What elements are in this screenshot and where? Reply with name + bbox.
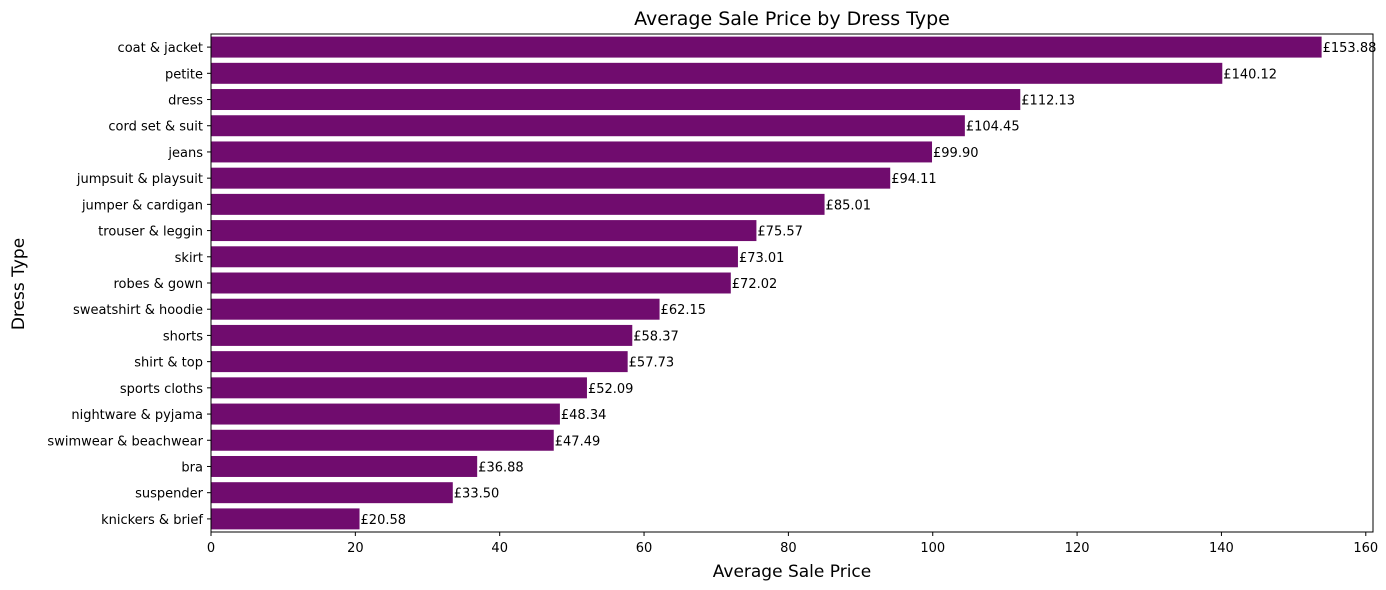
y-tick-label: petite: [165, 67, 203, 82]
x-tick-label: 160: [1353, 541, 1378, 556]
bar-value-label: £94.11: [891, 172, 937, 187]
y-axis-label: Dress Type: [9, 238, 29, 330]
bar: [211, 455, 478, 477]
bar: [211, 403, 560, 425]
y-tick-label: robes & gown: [113, 277, 203, 292]
bar-value-label: £99.90: [933, 146, 979, 161]
y-tick-label: coat & jacket: [118, 41, 203, 56]
y-tick-label: shorts: [163, 329, 203, 344]
y-axis-ticks: coat & jacket petite dress cord set & suit j…: [47, 41, 211, 528]
bar: [211, 141, 933, 163]
bar-value-label: £33.50: [454, 487, 500, 502]
bar-value-label: £58.37: [633, 329, 679, 344]
y-tick-label: bra: [181, 460, 203, 475]
bar: [211, 298, 660, 320]
chart-title: Average Sale Price by Dress Type: [634, 8, 950, 30]
bar-value-label: £104.45: [966, 120, 1020, 135]
bar: [211, 351, 628, 373]
y-tick-label: sports cloths: [120, 382, 203, 397]
y-tick-label: nightware & pyjama: [71, 408, 203, 423]
y-tick-label: trouser & leggin: [98, 225, 203, 240]
x-tick-label: 100: [920, 541, 945, 556]
x-axis-label: Average Sale Price: [713, 562, 871, 582]
bar-value-label: £73.01: [739, 251, 785, 266]
y-tick-label: knickers & brief: [101, 513, 203, 528]
bar: [211, 115, 965, 137]
y-tick-label: shirt & top: [134, 356, 203, 371]
plot-frame: [210, 33, 1374, 533]
y-tick-label: jeans: [167, 146, 203, 161]
bar-value-label: £36.88: [478, 460, 523, 475]
bar: [211, 36, 1322, 58]
bar-value-label: £112.13: [1021, 94, 1075, 109]
bar: [211, 167, 891, 189]
bar: [211, 62, 1223, 84]
bar-value-label: £57.73: [629, 356, 675, 371]
bar-value-label: £85.01: [826, 198, 872, 213]
x-axis-ticks: 0 20 40 60 80 100 120 140 160: [207, 532, 1378, 556]
bar-value-label: £52.09: [588, 382, 634, 397]
bar-value-label: £48.34: [561, 408, 607, 423]
x-tick-label: 0: [207, 541, 215, 556]
data-labels-group: £153.88 £140.12 £112.13£104.45 £99.90 £94.11…: [361, 41, 1377, 528]
bar: [211, 89, 1021, 111]
bar-value-label: £47.49: [555, 434, 601, 449]
x-tick-label: 20: [347, 541, 364, 556]
bar: [211, 246, 738, 268]
bar-value-label: £62.15: [661, 303, 707, 318]
y-tick-label: jumpsuit & playsuit: [76, 172, 203, 187]
y-tick-label: cord set & suit: [108, 120, 203, 135]
y-tick-label: suspender: [135, 487, 204, 502]
bars-group: [211, 36, 1322, 530]
y-tick-label: sweatshirt & hoodie: [73, 303, 203, 318]
y-tick-label: skirt: [175, 251, 203, 266]
bar-value-label: £140.12: [1223, 67, 1277, 82]
bar-value-label: £75.57: [757, 225, 803, 240]
bar-value-label: £20.58: [361, 513, 407, 528]
bar: [211, 220, 757, 242]
bar-value-label: £72.02: [732, 277, 778, 292]
x-tick-label: 60: [636, 541, 653, 556]
x-tick-label: 120: [1065, 541, 1090, 556]
bar: [211, 324, 633, 346]
bar: [211, 429, 554, 451]
bar: [211, 193, 825, 215]
x-tick-label: 80: [780, 541, 797, 556]
bar-value-label: £153.88: [1323, 41, 1377, 56]
y-tick-label: jumper & cardigan: [81, 198, 203, 213]
y-tick-label: dress: [168, 94, 203, 109]
x-tick-label: 140: [1209, 541, 1234, 556]
x-tick-label: 40: [491, 541, 508, 556]
bar: [211, 482, 453, 504]
bar: [211, 377, 587, 399]
bar: [211, 272, 731, 294]
bar: [211, 508, 360, 530]
y-tick-label: swimwear & beachwear: [47, 434, 203, 449]
